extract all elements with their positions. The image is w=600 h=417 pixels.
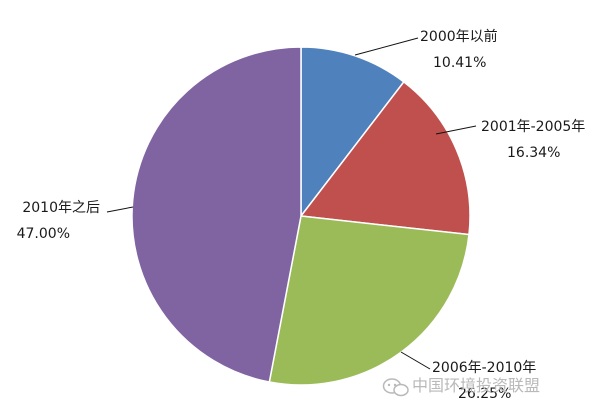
slice-name-label: 2006年-2010年 (432, 360, 536, 376)
leader-line (354, 37, 419, 56)
pie-slice (299, 80, 471, 236)
watermark: 中国环境投资联盟 (382, 376, 540, 397)
leader-line (106, 206, 134, 213)
slice-value-label: 47.00% (17, 226, 70, 242)
slice-value-label: 26.25% (458, 386, 511, 402)
watermark-text: 中国环境投资联盟 (412, 376, 540, 395)
wechat-icon (382, 378, 409, 397)
slice-name-label: 2010年之后 (22, 200, 100, 216)
leader-line (400, 351, 431, 370)
pie-slice (300, 46, 405, 219)
slice-labels: 2000年以前 10.41% 2001年-2005年 16.34% 2006年-2010… (17, 28, 586, 402)
pie-slices (131, 46, 471, 386)
slice-value-label: 16.34% (507, 145, 560, 161)
slice-name-label: 2000年以前 (420, 28, 498, 45)
leader-line (435, 125, 477, 135)
pie-slice (131, 46, 302, 383)
slice-name-label: 2001年-2005年 (481, 119, 585, 135)
slice-value-label: 10.41% (433, 55, 486, 71)
